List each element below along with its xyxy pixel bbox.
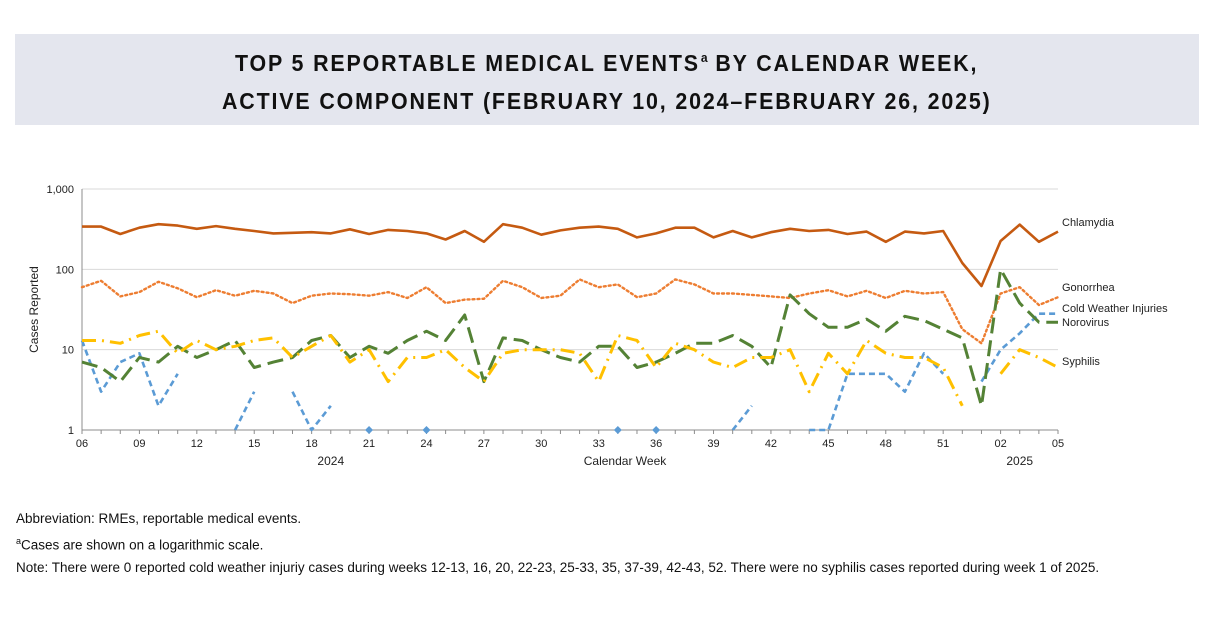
series-syphilis [82, 329, 1059, 407]
series-line-cold-weather-injuries [980, 312, 1058, 383]
x-axis-title: Calendar Week [584, 454, 667, 468]
y-tick-label: 1,000 [46, 184, 74, 196]
x-tick-label: 27 [478, 438, 490, 450]
chart-title-line-2: ACTIVE COMPONENT (FEBRUARY 10, 2024–FEBR… [222, 88, 992, 114]
series-line-syphilis [999, 348, 1059, 375]
y-tick-label: 100 [56, 264, 74, 276]
x-tick-label: 06 [76, 438, 88, 450]
log-scale-footnote: aCases are shown on a logarithmic scale. [16, 536, 264, 553]
series-lines [80, 222, 1060, 434]
series-gonorrhea [80, 278, 1060, 345]
y-tick-label: 1 [68, 425, 74, 437]
series-line-cold-weather-injuries [233, 391, 256, 431]
legend-label-cold-weather-injuries: Cold Weather Injuries [1062, 303, 1168, 315]
axes: 1 10 100 1,000 06 09 12 15 18 21 24 27 30 33 36 39 42 45 4… [27, 184, 1064, 468]
chart-title-line-1: TOP 5 REPORTABLE MEDICAL EVENTSa BY CALE… [235, 50, 979, 76]
x-tick-label: 33 [593, 438, 605, 450]
x-tick-label: 51 [937, 438, 949, 450]
x-tick-label: 45 [822, 438, 834, 450]
series-norovirus [81, 267, 1058, 408]
x-tick-label: 02 [994, 438, 1006, 450]
legend-labels: Chlamydia Gonorrhea Cold Weather Injuries N… [1062, 217, 1168, 368]
x-tick-label: 30 [535, 438, 547, 450]
data-point-cold-weather-injuries [422, 426, 431, 434]
gridlines [82, 188, 1058, 351]
data-point-cold-weather-injuries [613, 426, 622, 434]
x-tick-label: 42 [765, 438, 777, 450]
x-tick-label: 39 [707, 438, 719, 450]
data-note: Note: There were 0 reported cold weather… [16, 559, 1100, 575]
legend-label-norovirus: Norovirus [1062, 317, 1110, 329]
x-tick-label: 12 [191, 438, 203, 450]
x-year-label: 2025 [1006, 454, 1033, 468]
x-tick-label: 18 [306, 438, 318, 450]
footnote-marker: a [16, 536, 22, 546]
legend-label-chlamydia: Chlamydia [1062, 217, 1115, 229]
series-line-chlamydia [82, 222, 1059, 288]
series-line-cold-weather-injuries [731, 404, 753, 431]
data-point-cold-weather-injuries [652, 426, 661, 434]
x-tick-label: 15 [248, 438, 260, 450]
legend-label-gonorrhea: Gonorrhea [1062, 282, 1115, 294]
legend-label-syphilis: Syphilis [1062, 356, 1100, 368]
series-line-cold-weather-injuries [291, 391, 332, 432]
x-year-label: 2024 [317, 454, 344, 468]
notes-section: Abbreviation: RMEs, reportable medical e… [16, 511, 1186, 582]
x-tick-label: 48 [880, 438, 892, 450]
abbreviation-note: Abbreviation: RMEs, reportable medical e… [16, 511, 302, 526]
x-tick-label: 36 [650, 438, 662, 450]
line-chart: 1 10 100 1,000 06 09 12 15 18 21 24 27 30 33 36 39 42 45 4… [27, 184, 1168, 468]
y-axis-title: Cases Reported [27, 266, 41, 353]
series-line-gonorrhea [80, 278, 1060, 345]
data-point-cold-weather-injuries [365, 426, 374, 434]
series-chlamydia [82, 222, 1059, 288]
y-tick-label: 10 [62, 345, 74, 357]
series-line-syphilis [82, 329, 964, 407]
title-footnote-marker: a [701, 50, 708, 65]
series-line-norovirus [81, 267, 1058, 408]
x-tick-label: 05 [1052, 438, 1064, 450]
x-tick-label: 09 [133, 438, 145, 450]
title-band: TOP 5 REPORTABLE MEDICAL EVENTSa BY CALE… [15, 34, 1199, 125]
x-tick-label: 21 [363, 438, 375, 450]
series-cold-weather-injuries [80, 312, 1058, 434]
series-line-cold-weather-injuries [809, 351, 945, 432]
x-tick-label: 24 [420, 438, 432, 450]
series-line-cold-weather-injuries [80, 340, 179, 408]
